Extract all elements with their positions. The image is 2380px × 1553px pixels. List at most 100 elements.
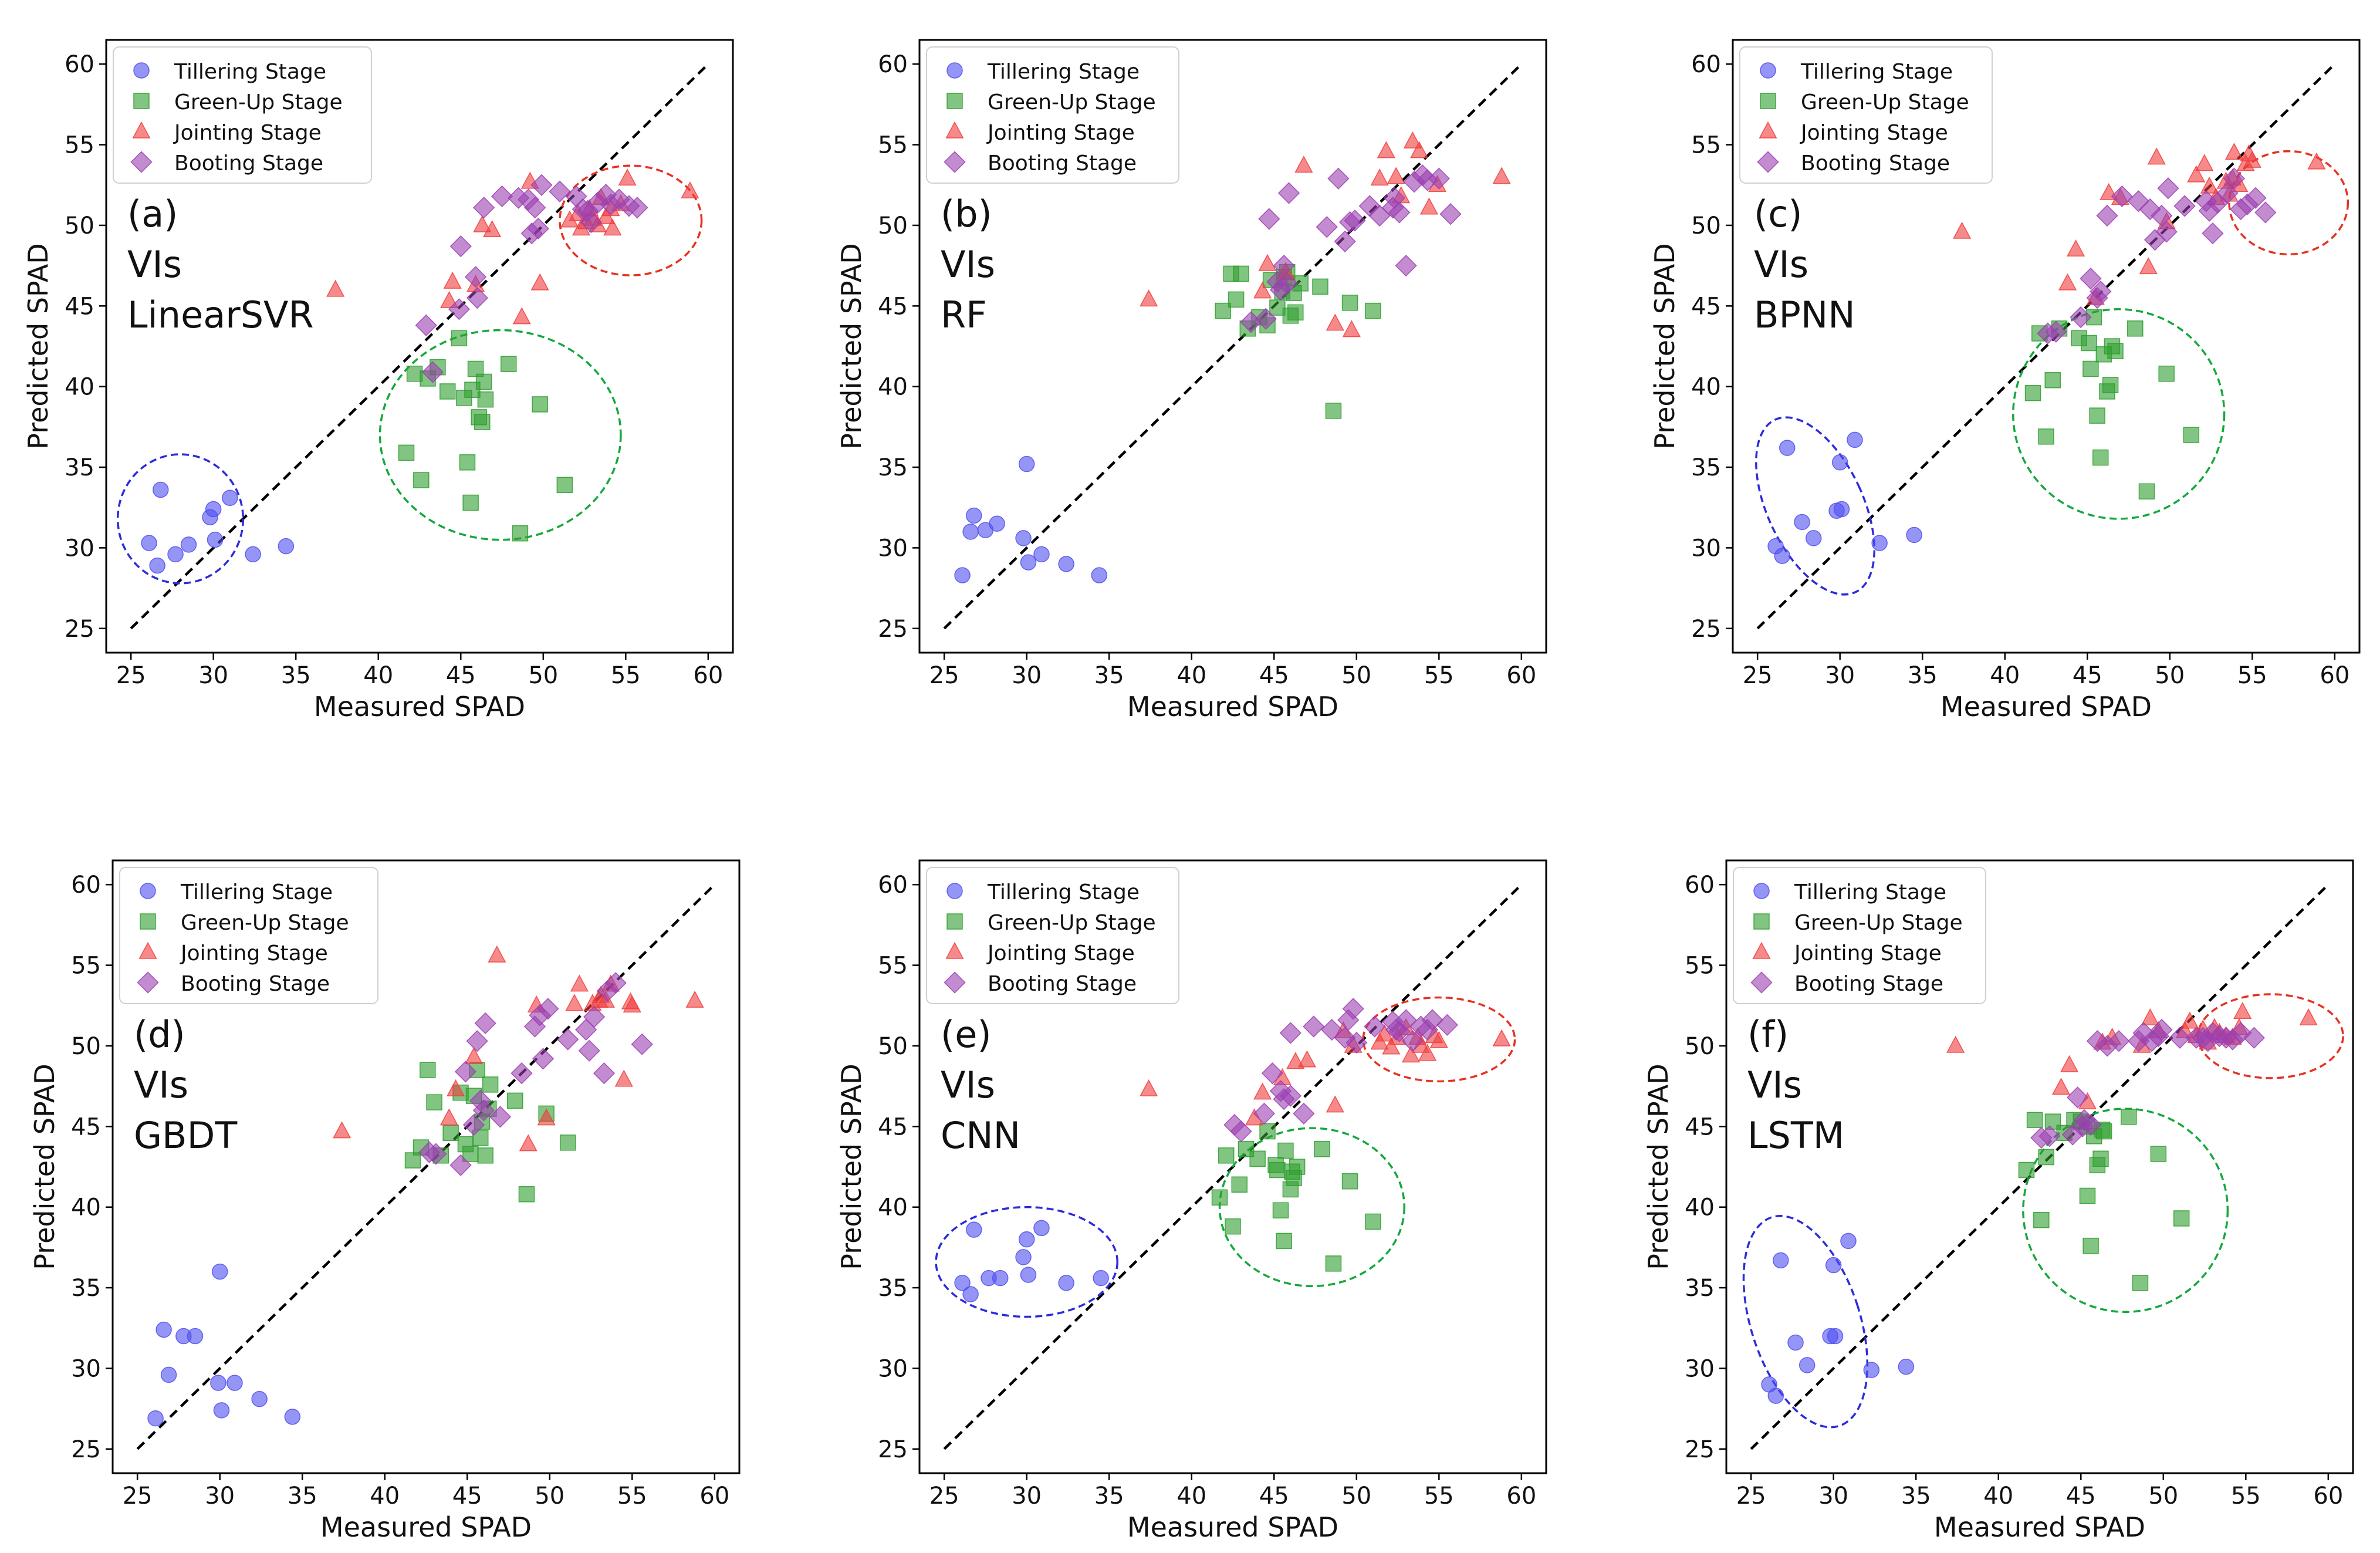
y-tick-label: 35 <box>878 454 908 481</box>
data-point <box>681 181 699 199</box>
y-tick-label: 50 <box>1685 1033 1715 1060</box>
data-point <box>421 361 444 383</box>
axes-frame <box>918 859 1547 1474</box>
x-tick-label: 25 <box>1736 1483 1766 1510</box>
data-point <box>449 235 472 258</box>
data-point <box>604 972 627 994</box>
legend-box <box>113 46 372 184</box>
legend-item-label: Booting Stage <box>988 151 1137 175</box>
data-point <box>1364 1015 1386 1038</box>
legend-marker <box>944 971 966 994</box>
data-point <box>2173 1210 2190 1227</box>
data-point <box>1272 1202 1289 1218</box>
data-point <box>1370 168 1389 186</box>
legend-marker <box>1750 971 1773 994</box>
data-point <box>1428 167 1450 190</box>
series-jointing-stage <box>1953 143 2326 305</box>
data-point <box>2157 177 2179 200</box>
data-point <box>580 211 602 234</box>
data-point <box>1314 1141 1330 1157</box>
data-point <box>570 974 589 992</box>
legend-item-label: Jointing Stage <box>986 121 1135 145</box>
y-tick-label: 25 <box>65 616 94 643</box>
series-green-up-stage <box>1215 264 1381 419</box>
data-point <box>1140 1079 1158 1096</box>
series-tillering-stage <box>1761 1233 1915 1404</box>
legend-marker <box>138 941 157 959</box>
data-point <box>1344 210 1366 232</box>
legend-item-label: Jointing Stage <box>180 941 328 965</box>
data-point <box>1015 530 1032 546</box>
data-point <box>464 266 487 288</box>
data-point <box>631 1033 653 1055</box>
data-point <box>1303 1015 1325 1038</box>
data-point <box>2173 195 2196 217</box>
x-tick-label: 25 <box>1743 662 1773 689</box>
y-tick-label: 55 <box>1685 953 1715 980</box>
data-point <box>207 531 224 548</box>
data-point <box>1863 1362 1880 1378</box>
data-point <box>1277 182 1300 204</box>
chart-panel-4: 25 30 35 40 45 50 55 60 25 30 35 40 45 50 55 60 Measured… <box>29 859 741 1543</box>
series-tillering-stage <box>954 455 1108 583</box>
x-tick-label: 35 <box>281 662 311 689</box>
data-point <box>518 1186 535 1203</box>
series-green-up-stage <box>2024 309 2200 500</box>
data-point <box>1436 1014 1458 1036</box>
one-to-one-line <box>1750 883 2330 1450</box>
data-point <box>440 1108 458 1126</box>
data-point <box>1293 1102 1315 1125</box>
annotation-ellipse <box>559 164 703 276</box>
data-point <box>962 1286 979 1302</box>
data-point <box>603 218 622 236</box>
data-point <box>2127 190 2150 212</box>
data-point <box>488 945 506 963</box>
data-point <box>1276 1233 1292 1250</box>
series-jointing-stage <box>1946 1002 2318 1109</box>
annotation-ellipse <box>116 453 245 585</box>
data-point <box>440 291 459 308</box>
y-tick-label: 50 <box>71 1033 101 1060</box>
data-point <box>626 197 648 219</box>
y-tick-label: 25 <box>71 1436 101 1463</box>
data-point <box>155 1321 172 1338</box>
x-tick-label: 30 <box>205 1483 235 1510</box>
panel-label: (c) <box>1754 193 1802 235</box>
data-point <box>1492 1029 1511 1046</box>
data-point <box>2067 1086 2089 1109</box>
data-point <box>954 567 971 583</box>
data-point <box>1233 265 1249 282</box>
legend-box <box>1739 46 1993 184</box>
legend-marker <box>140 913 156 930</box>
data-point <box>1365 302 1381 319</box>
data-point <box>1284 1163 1300 1180</box>
data-point <box>451 330 468 347</box>
data-point <box>2082 1237 2099 1254</box>
data-point <box>2080 267 2102 290</box>
data-point <box>1779 440 1796 456</box>
panel-model: LSTM <box>1747 1114 1844 1157</box>
x-tick-label: 35 <box>1094 662 1124 689</box>
axes-frame <box>111 859 741 1474</box>
x-tick-label: 60 <box>2320 662 2349 689</box>
data-point <box>398 444 415 461</box>
y-tick-label: 55 <box>65 132 94 159</box>
data-point <box>1033 546 1050 563</box>
data-point <box>1269 1162 1286 1179</box>
data-point <box>483 220 502 237</box>
legend: Tillering Stage Green-Up Stage Jointing St… <box>1733 867 1986 1004</box>
legend-marker <box>132 121 151 139</box>
legend-marker <box>1753 913 1770 930</box>
y-tick-label: 55 <box>878 953 908 980</box>
legend-item-label: Tillering Stage <box>1800 60 1953 84</box>
data-point <box>222 489 238 507</box>
x-tick-label: 45 <box>1259 662 1289 689</box>
data-point <box>1774 548 1791 564</box>
annotation-ellipse <box>1218 1127 1406 1288</box>
data-point <box>1215 302 1231 319</box>
data-point <box>2158 365 2175 382</box>
data-point <box>1787 1334 1804 1351</box>
annotation-ellipse <box>1742 1215 1869 1429</box>
data-point <box>2079 1187 2096 1204</box>
series-booting-stage <box>2030 1018 2265 1149</box>
